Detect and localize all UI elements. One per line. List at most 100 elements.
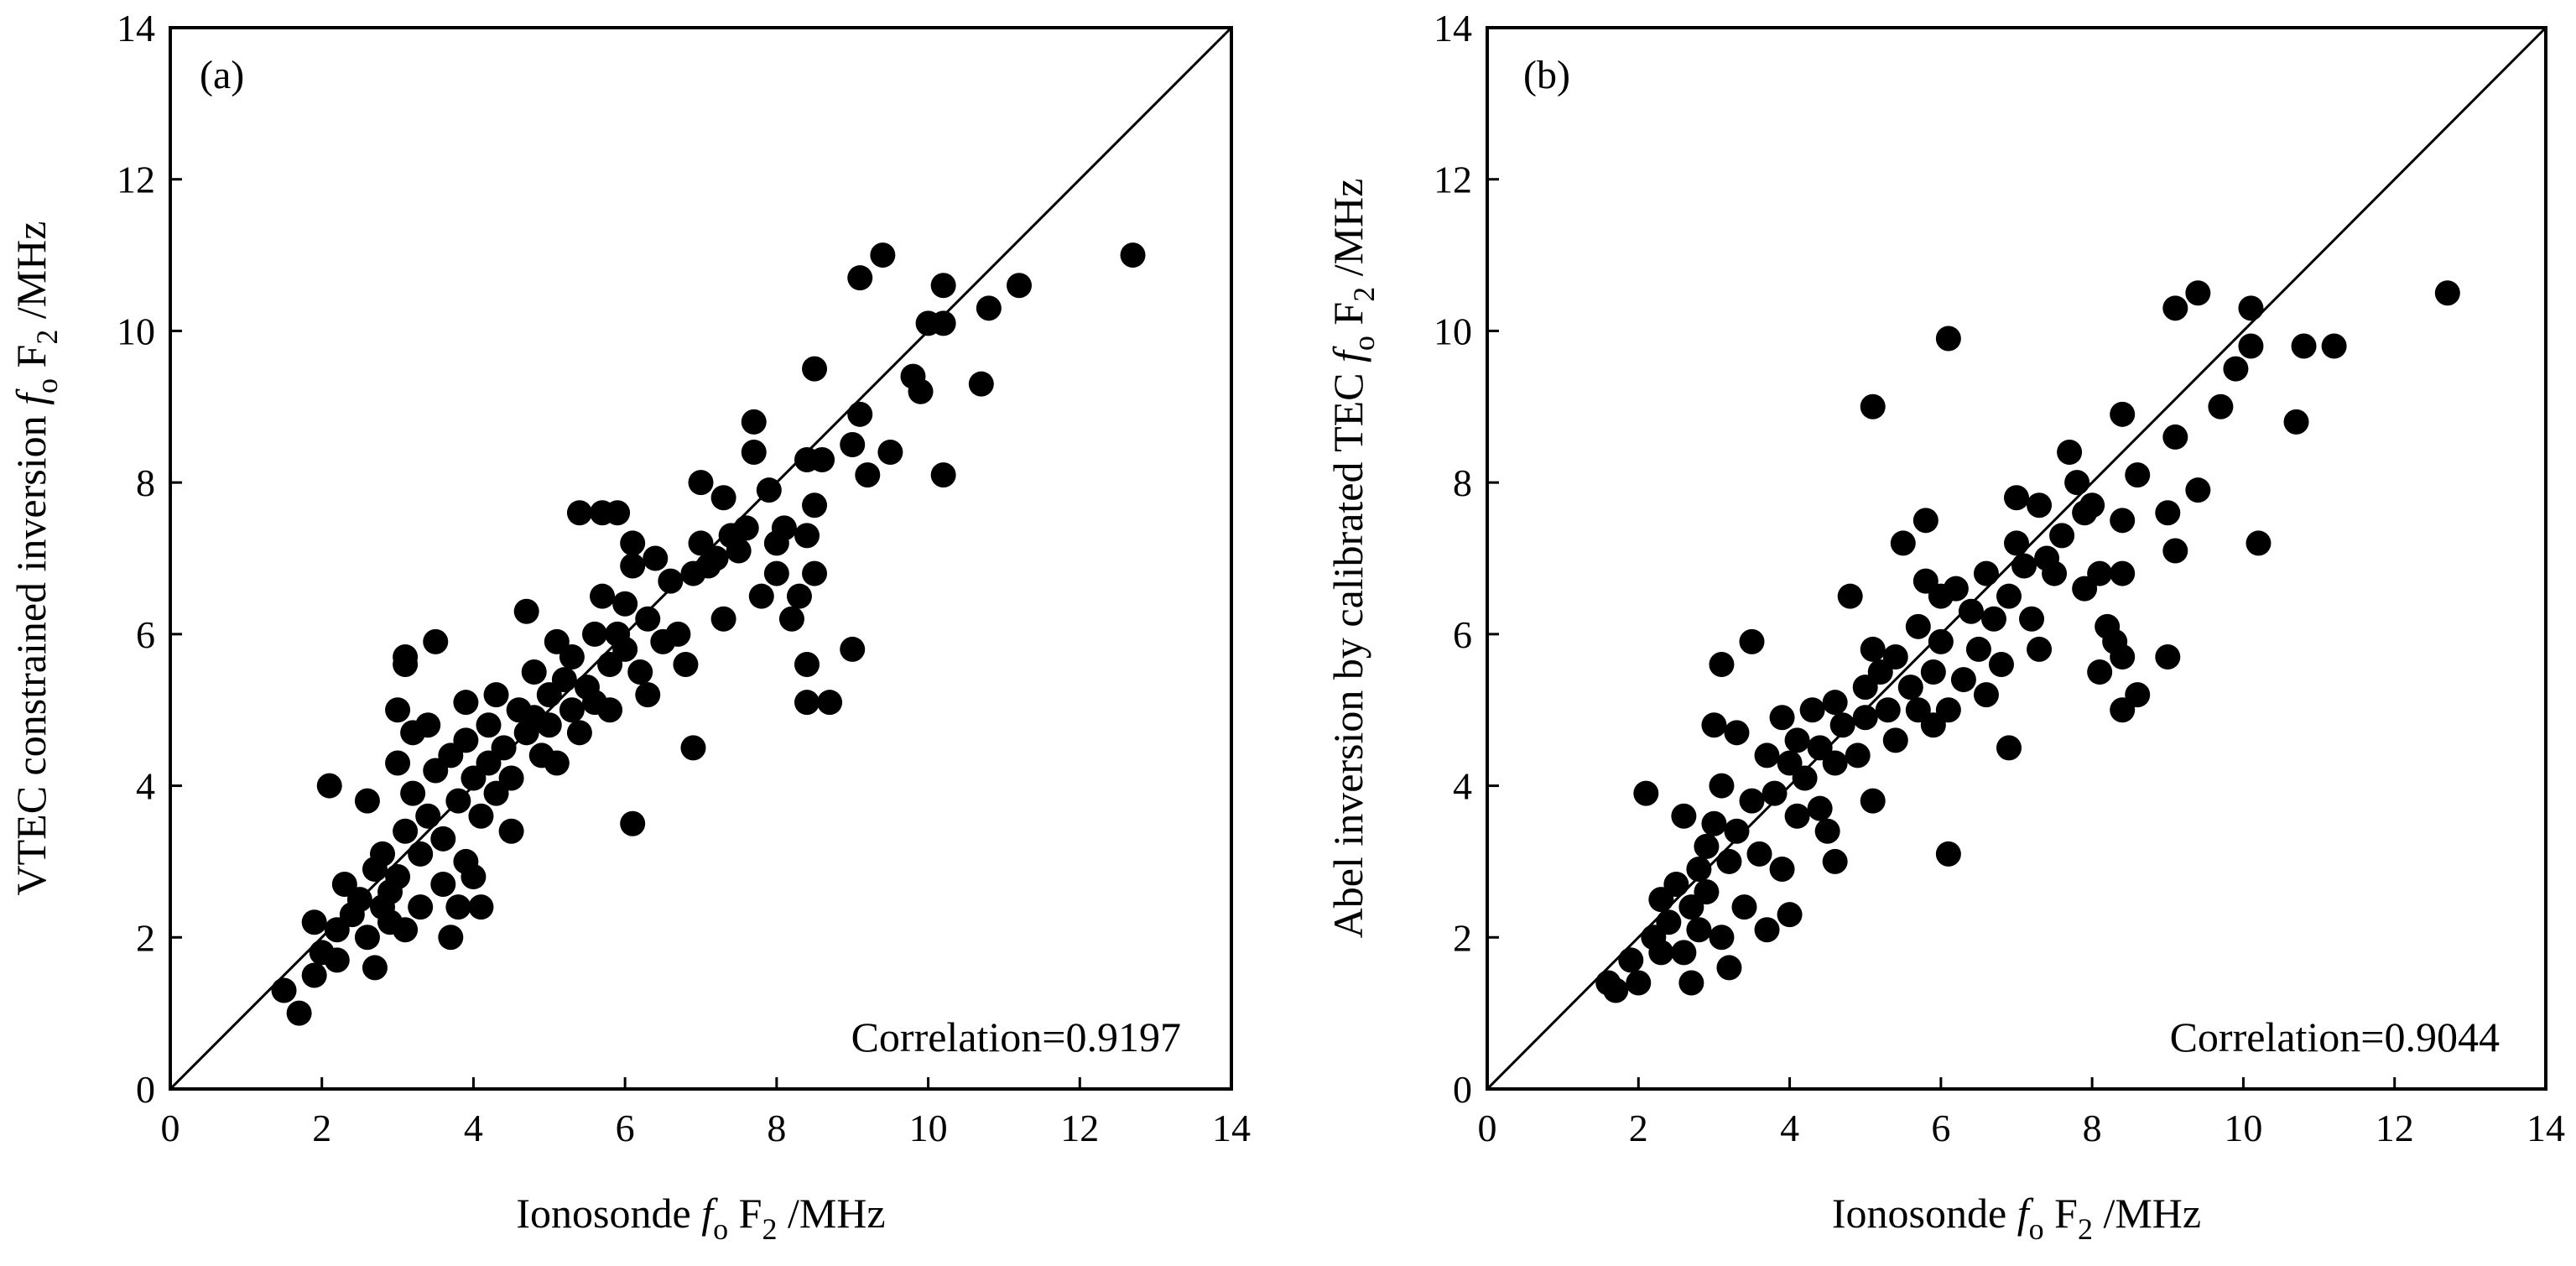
- plot-frame: [1486, 26, 2547, 1091]
- data-point: [385, 750, 411, 776]
- data-point: [930, 462, 956, 488]
- data-point: [2019, 606, 2045, 632]
- data-point: [1920, 659, 1946, 685]
- data-point: [840, 636, 866, 662]
- data-point: [2434, 280, 2460, 306]
- data-point: [597, 697, 623, 723]
- data-point: [445, 788, 471, 814]
- x-tick-label: 2: [312, 1107, 331, 1149]
- data-point: [408, 841, 434, 867]
- x-tick-label: 10: [2224, 1107, 2262, 1149]
- data-point: [423, 628, 449, 654]
- y-tick-label: 0: [1453, 1068, 1472, 1111]
- data-point: [794, 652, 820, 677]
- data-point: [2110, 560, 2136, 586]
- data-point: [2110, 508, 2136, 534]
- data-point: [847, 265, 873, 291]
- data-point: [1648, 940, 1674, 966]
- data-point: [1784, 803, 1810, 829]
- data-point: [1731, 894, 1757, 920]
- data-point: [1943, 576, 1969, 602]
- data-point: [741, 440, 767, 465]
- x-axis-label: Ionosonde fo F2 /MHz: [1832, 1190, 2201, 1246]
- data-point: [794, 690, 820, 716]
- data-point: [1852, 705, 1878, 731]
- data-point: [1678, 970, 1704, 996]
- data-point: [1792, 765, 1818, 791]
- data-point: [840, 431, 866, 457]
- y-tick-label: 6: [1453, 613, 1472, 656]
- x-tick-label: 8: [767, 1107, 786, 1149]
- y-tick-label: 14: [117, 7, 155, 49]
- data-point: [802, 356, 828, 382]
- data-point: [802, 492, 828, 518]
- x-tick-label: 0: [161, 1107, 180, 1149]
- data-point: [2291, 333, 2317, 359]
- data-point: [1935, 841, 1961, 867]
- data-point: [1988, 652, 2014, 677]
- data-point: [536, 712, 562, 738]
- y-tick-label: 4: [1453, 765, 1472, 808]
- data-point: [620, 530, 646, 556]
- data-point: [362, 955, 388, 981]
- data-point: [370, 841, 395, 867]
- data-point: [2027, 636, 2053, 662]
- data-point: [566, 720, 592, 746]
- data-point: [1860, 393, 1886, 419]
- data-point: [1686, 856, 1712, 882]
- data-point: [2321, 333, 2347, 359]
- data-point: [2087, 560, 2113, 586]
- data-point: [1973, 682, 1999, 708]
- data-point: [1663, 872, 1689, 898]
- data-point: [1890, 530, 1916, 556]
- x-axis-label: Ionosonde fo F2 /MHz: [516, 1190, 885, 1246]
- data-point: [2027, 492, 2053, 518]
- data-point: [1746, 841, 1772, 867]
- data-point: [1671, 940, 1697, 966]
- data-point: [1769, 856, 1795, 882]
- data-point: [1656, 909, 1682, 935]
- y-tick-label: 0: [136, 1068, 155, 1111]
- data-point: [930, 310, 956, 336]
- data-point: [2283, 409, 2309, 435]
- data-point: [1935, 697, 1961, 723]
- data-point: [612, 636, 638, 662]
- x-tick-label: 0: [1478, 1107, 1497, 1149]
- data-point: [1686, 917, 1712, 943]
- data-point: [763, 560, 789, 586]
- plot-frame: [169, 26, 1233, 1091]
- data-point: [2110, 643, 2136, 669]
- data-point: [710, 606, 736, 632]
- data-point: [1875, 697, 1901, 723]
- data-point: [1007, 273, 1032, 299]
- data-point: [1120, 242, 1146, 268]
- data-point: [1739, 628, 1765, 654]
- data-point: [2238, 295, 2264, 321]
- x-tick-label: 12: [2376, 1107, 2414, 1149]
- data-point: [2162, 424, 2188, 450]
- x-tick-label: 14: [1212, 1107, 1251, 1149]
- data-point: [1724, 720, 1750, 746]
- y-tick-label: 6: [136, 613, 155, 656]
- data-point: [855, 462, 881, 488]
- data-point: [445, 894, 471, 920]
- data-point: [809, 447, 835, 473]
- data-point: [286, 1000, 312, 1026]
- data-point: [1633, 780, 1659, 806]
- panel-b: 0 2 4 6 8 10 12 14 0 2 4 6 8 10 12 14 Ionosonde fo F2 /M…: [1324, 7, 2565, 1246]
- data-point: [453, 727, 479, 753]
- data-point: [393, 643, 419, 669]
- data-point: [271, 977, 297, 1003]
- data-point: [2064, 470, 2090, 496]
- data-point: [635, 606, 661, 632]
- data-point: [703, 545, 729, 571]
- data-point: [1822, 690, 1848, 716]
- data-point: [778, 606, 804, 632]
- data-point: [1694, 833, 1720, 859]
- data-point: [620, 553, 646, 579]
- data-point: [415, 712, 441, 738]
- x-tick-label: 12: [1060, 1107, 1099, 1149]
- data-point: [491, 735, 517, 761]
- data-point: [354, 925, 380, 951]
